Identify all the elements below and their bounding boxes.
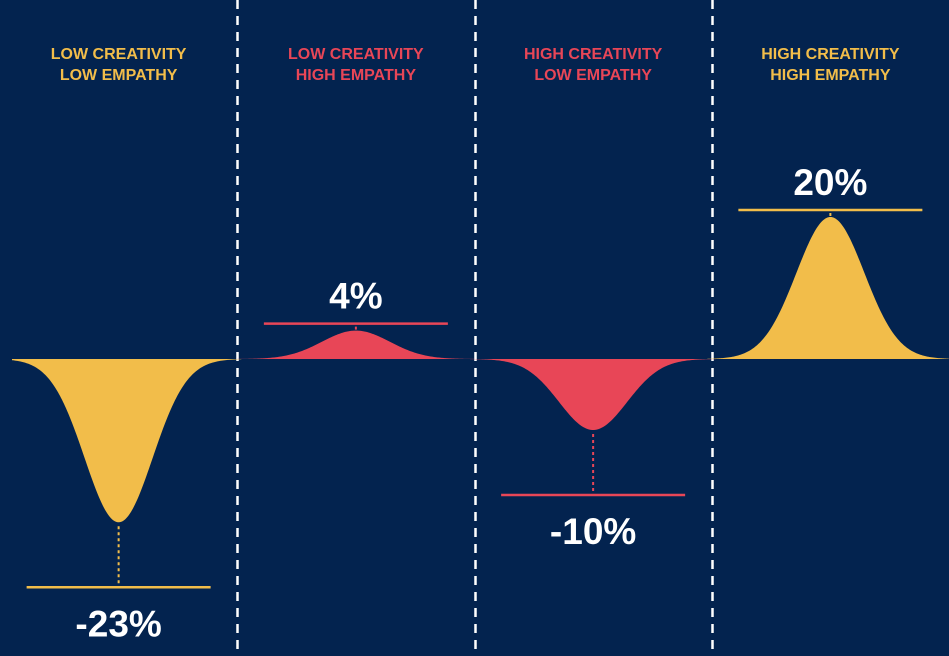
label-group: -23% LOW CREATIVITY LOW EMPATHY 4% LOW CREAT…: [51, 46, 900, 644]
distribution-curve: [232, 330, 479, 359]
divider-group: [236, 0, 714, 656]
category-label-line1: HIGH CREATIVITY: [761, 46, 900, 63]
distribution-curve: [470, 359, 717, 430]
category-label-line1: HIGH CREATIVITY: [524, 46, 663, 63]
category-label-line1: LOW CREATIVITY: [51, 46, 187, 63]
value-label: 4%: [329, 276, 382, 317]
value-label: -10%: [550, 511, 636, 552]
value-label: -23%: [75, 603, 161, 644]
category-label-line2: LOW EMPATHY: [534, 67, 652, 84]
curve-group: [12, 217, 949, 523]
category-label-line1: LOW CREATIVITY: [288, 46, 424, 63]
value-label: 20%: [793, 162, 867, 203]
distribution-curve: [707, 217, 949, 359]
category-label-line2: HIGH EMPATHY: [296, 67, 417, 84]
marker-group: [26, 208, 923, 589]
category-label-line2: LOW EMPATHY: [60, 67, 178, 84]
distribution-curve: [12, 359, 242, 523]
category-label-line2: HIGH EMPATHY: [770, 67, 891, 84]
